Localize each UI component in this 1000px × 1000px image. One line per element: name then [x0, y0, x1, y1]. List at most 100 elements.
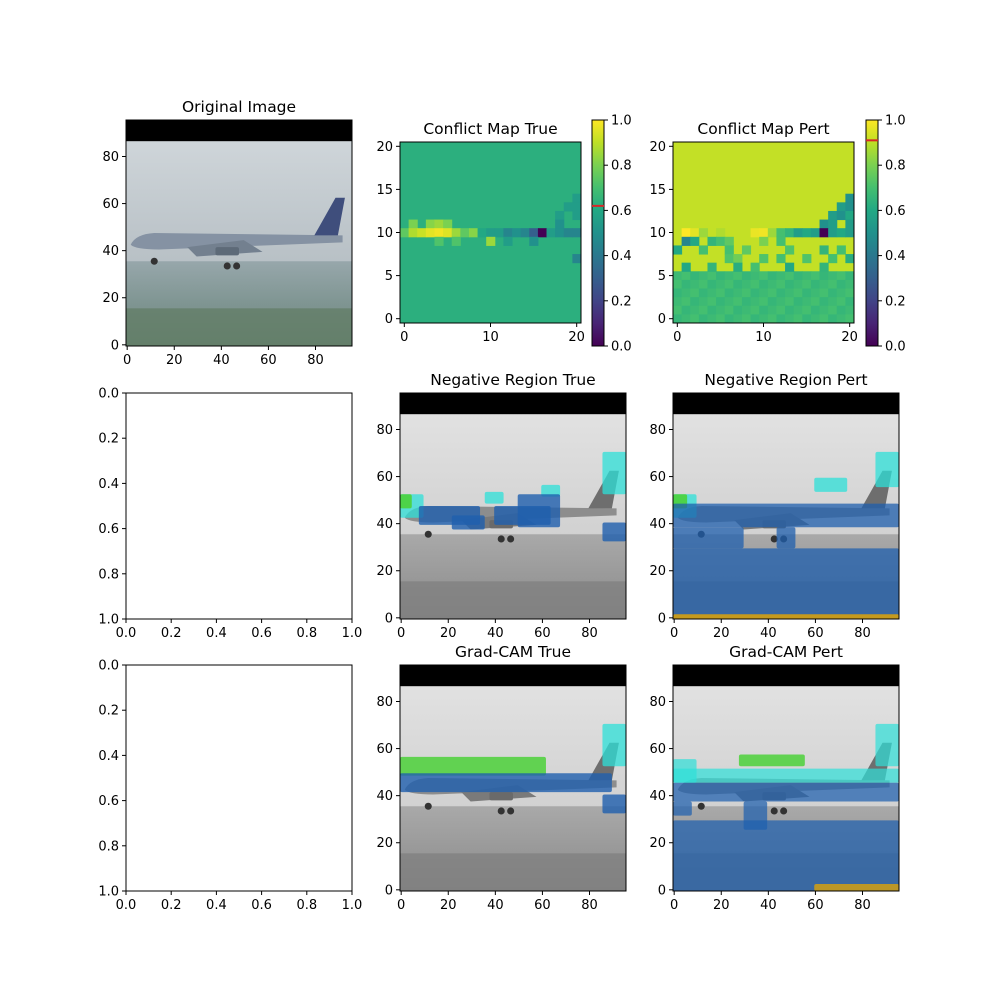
- heatmap-cell: [785, 279, 795, 290]
- heatmap-cell: [810, 228, 821, 238]
- heatmap-cell: [845, 254, 855, 264]
- y-tick-label: 0.4: [98, 749, 119, 764]
- heatmap-cell: [819, 305, 829, 315]
- y-tick-label: 0.0: [98, 659, 119, 674]
- y-tick-label: 80: [649, 695, 666, 710]
- heatmap-cell: [681, 314, 691, 324]
- x-tick-label: 60: [534, 626, 551, 641]
- heatmap-cell: [819, 288, 829, 298]
- y-tick-label: 20: [376, 564, 393, 579]
- heatmap-cell: [802, 279, 812, 290]
- heatmap-cell: [408, 219, 418, 229]
- heatmap-cell: [707, 288, 717, 298]
- heatmap-cell: [819, 228, 829, 238]
- heatmap-cell: [750, 305, 760, 315]
- colorbar-tick-label: 0.2: [885, 294, 906, 309]
- y-tick-label: 5: [385, 269, 393, 284]
- heatmap-cell: [716, 288, 726, 298]
- x-tick-label: 0.0: [116, 626, 137, 641]
- image-content: [400, 393, 626, 619]
- heatmap-cell: [828, 297, 838, 307]
- saliency-patch: [602, 794, 626, 814]
- heatmap-cell: [828, 254, 838, 264]
- heatmap-cell: [776, 297, 786, 307]
- heatmap-cell: [802, 288, 812, 298]
- heatmap-cell: [563, 202, 573, 212]
- heatmap-cell: [724, 254, 734, 264]
- heatmap-cell: [836, 228, 846, 238]
- heatmap-cell: [681, 288, 691, 298]
- heatmap-cell: [733, 314, 743, 324]
- heatmap-cell: [707, 305, 717, 315]
- heatmap-cell: [741, 288, 752, 298]
- x-tick-label: 40: [760, 626, 777, 641]
- heatmap-cell: [555, 228, 565, 238]
- heatmap-cell: [690, 279, 700, 290]
- heatmap-cell: [759, 228, 769, 238]
- heatmap-cell: [707, 236, 717, 246]
- landing-gear: [507, 535, 515, 543]
- heatmap-cell: [785, 245, 795, 255]
- heatmap-cell: [785, 228, 795, 238]
- heatmap-cell: [793, 297, 803, 307]
- heatmap-cell: [828, 219, 838, 229]
- heatmap-cell: [741, 271, 752, 281]
- heatmap-cell: [767, 314, 777, 324]
- heatmap-cell: [451, 236, 461, 246]
- heatmap-cell: [767, 305, 777, 315]
- heatmap-cell: [707, 271, 717, 281]
- landing-gear: [424, 530, 432, 538]
- heatmap-cell: [836, 245, 846, 255]
- heatmap-cell: [828, 228, 838, 238]
- engine: [489, 792, 513, 801]
- x-tick-label: 20: [568, 330, 585, 345]
- y-tick-label: 40: [649, 517, 666, 532]
- heatmap-cell: [434, 228, 444, 238]
- y-tick-label: 60: [376, 742, 393, 757]
- heatmap-cell: [785, 271, 795, 281]
- subplot-gradcam-true: 0 20 40 60 80 0 20 40 60 80 Grad-CAM True: [376, 643, 627, 913]
- heatmap-cell: [785, 305, 795, 315]
- colorbar: 0.0 0.2 0.4 0.6 0.8 1.0: [591, 114, 632, 355]
- axes-frame: [672, 664, 900, 892]
- tail-fin: [314, 197, 345, 236]
- engine: [215, 247, 239, 256]
- panel-title: Original Image: [182, 98, 296, 116]
- heatmap-cell: [698, 288, 708, 298]
- heatmap-cell: [724, 314, 734, 324]
- heatmap-cell: [673, 288, 683, 298]
- x-tick-label: 0: [670, 898, 678, 913]
- heatmap-cell: [733, 305, 743, 315]
- landing-gear: [150, 257, 158, 265]
- heatmap-cell: [793, 288, 803, 298]
- heatmap-cell: [698, 305, 708, 315]
- x-tick-label: 0.6: [251, 626, 272, 641]
- heatmap-cell: [681, 262, 691, 272]
- heatmap-cell: [836, 314, 846, 324]
- subplot-original: 0 20 40 60 80 0 20 40 60 80 Original Image: [102, 98, 353, 368]
- heatmap-cell: [733, 279, 743, 290]
- y-tick-label: 20: [102, 291, 119, 306]
- heatmap-cell: [698, 271, 708, 281]
- heatmap-cell: [733, 254, 743, 264]
- x-tick-label: 60: [807, 626, 824, 641]
- heatmap-cell: [767, 279, 777, 290]
- heatmap-cell: [776, 279, 786, 290]
- heatmap-cell: [793, 279, 803, 290]
- x-tick-label: 0.8: [296, 626, 317, 641]
- landing-gear: [780, 807, 788, 815]
- x-tick-label: 40: [487, 626, 504, 641]
- heatmap-cell: [767, 271, 777, 281]
- heatmap-cell: [733, 288, 743, 298]
- heatmap-cell: [836, 271, 846, 281]
- heatmap-cell: [741, 314, 752, 324]
- x-tick-label: 0.2: [161, 626, 182, 641]
- letterbox-band: [673, 665, 899, 687]
- treeline: [126, 308, 352, 346]
- heatmap-cell: [563, 228, 573, 238]
- heatmap-cell: [776, 228, 786, 238]
- heatmap-cell: [690, 297, 700, 307]
- heatmap-cell: [572, 254, 582, 264]
- heatmap-cell: [698, 228, 708, 238]
- image-content: [673, 393, 899, 619]
